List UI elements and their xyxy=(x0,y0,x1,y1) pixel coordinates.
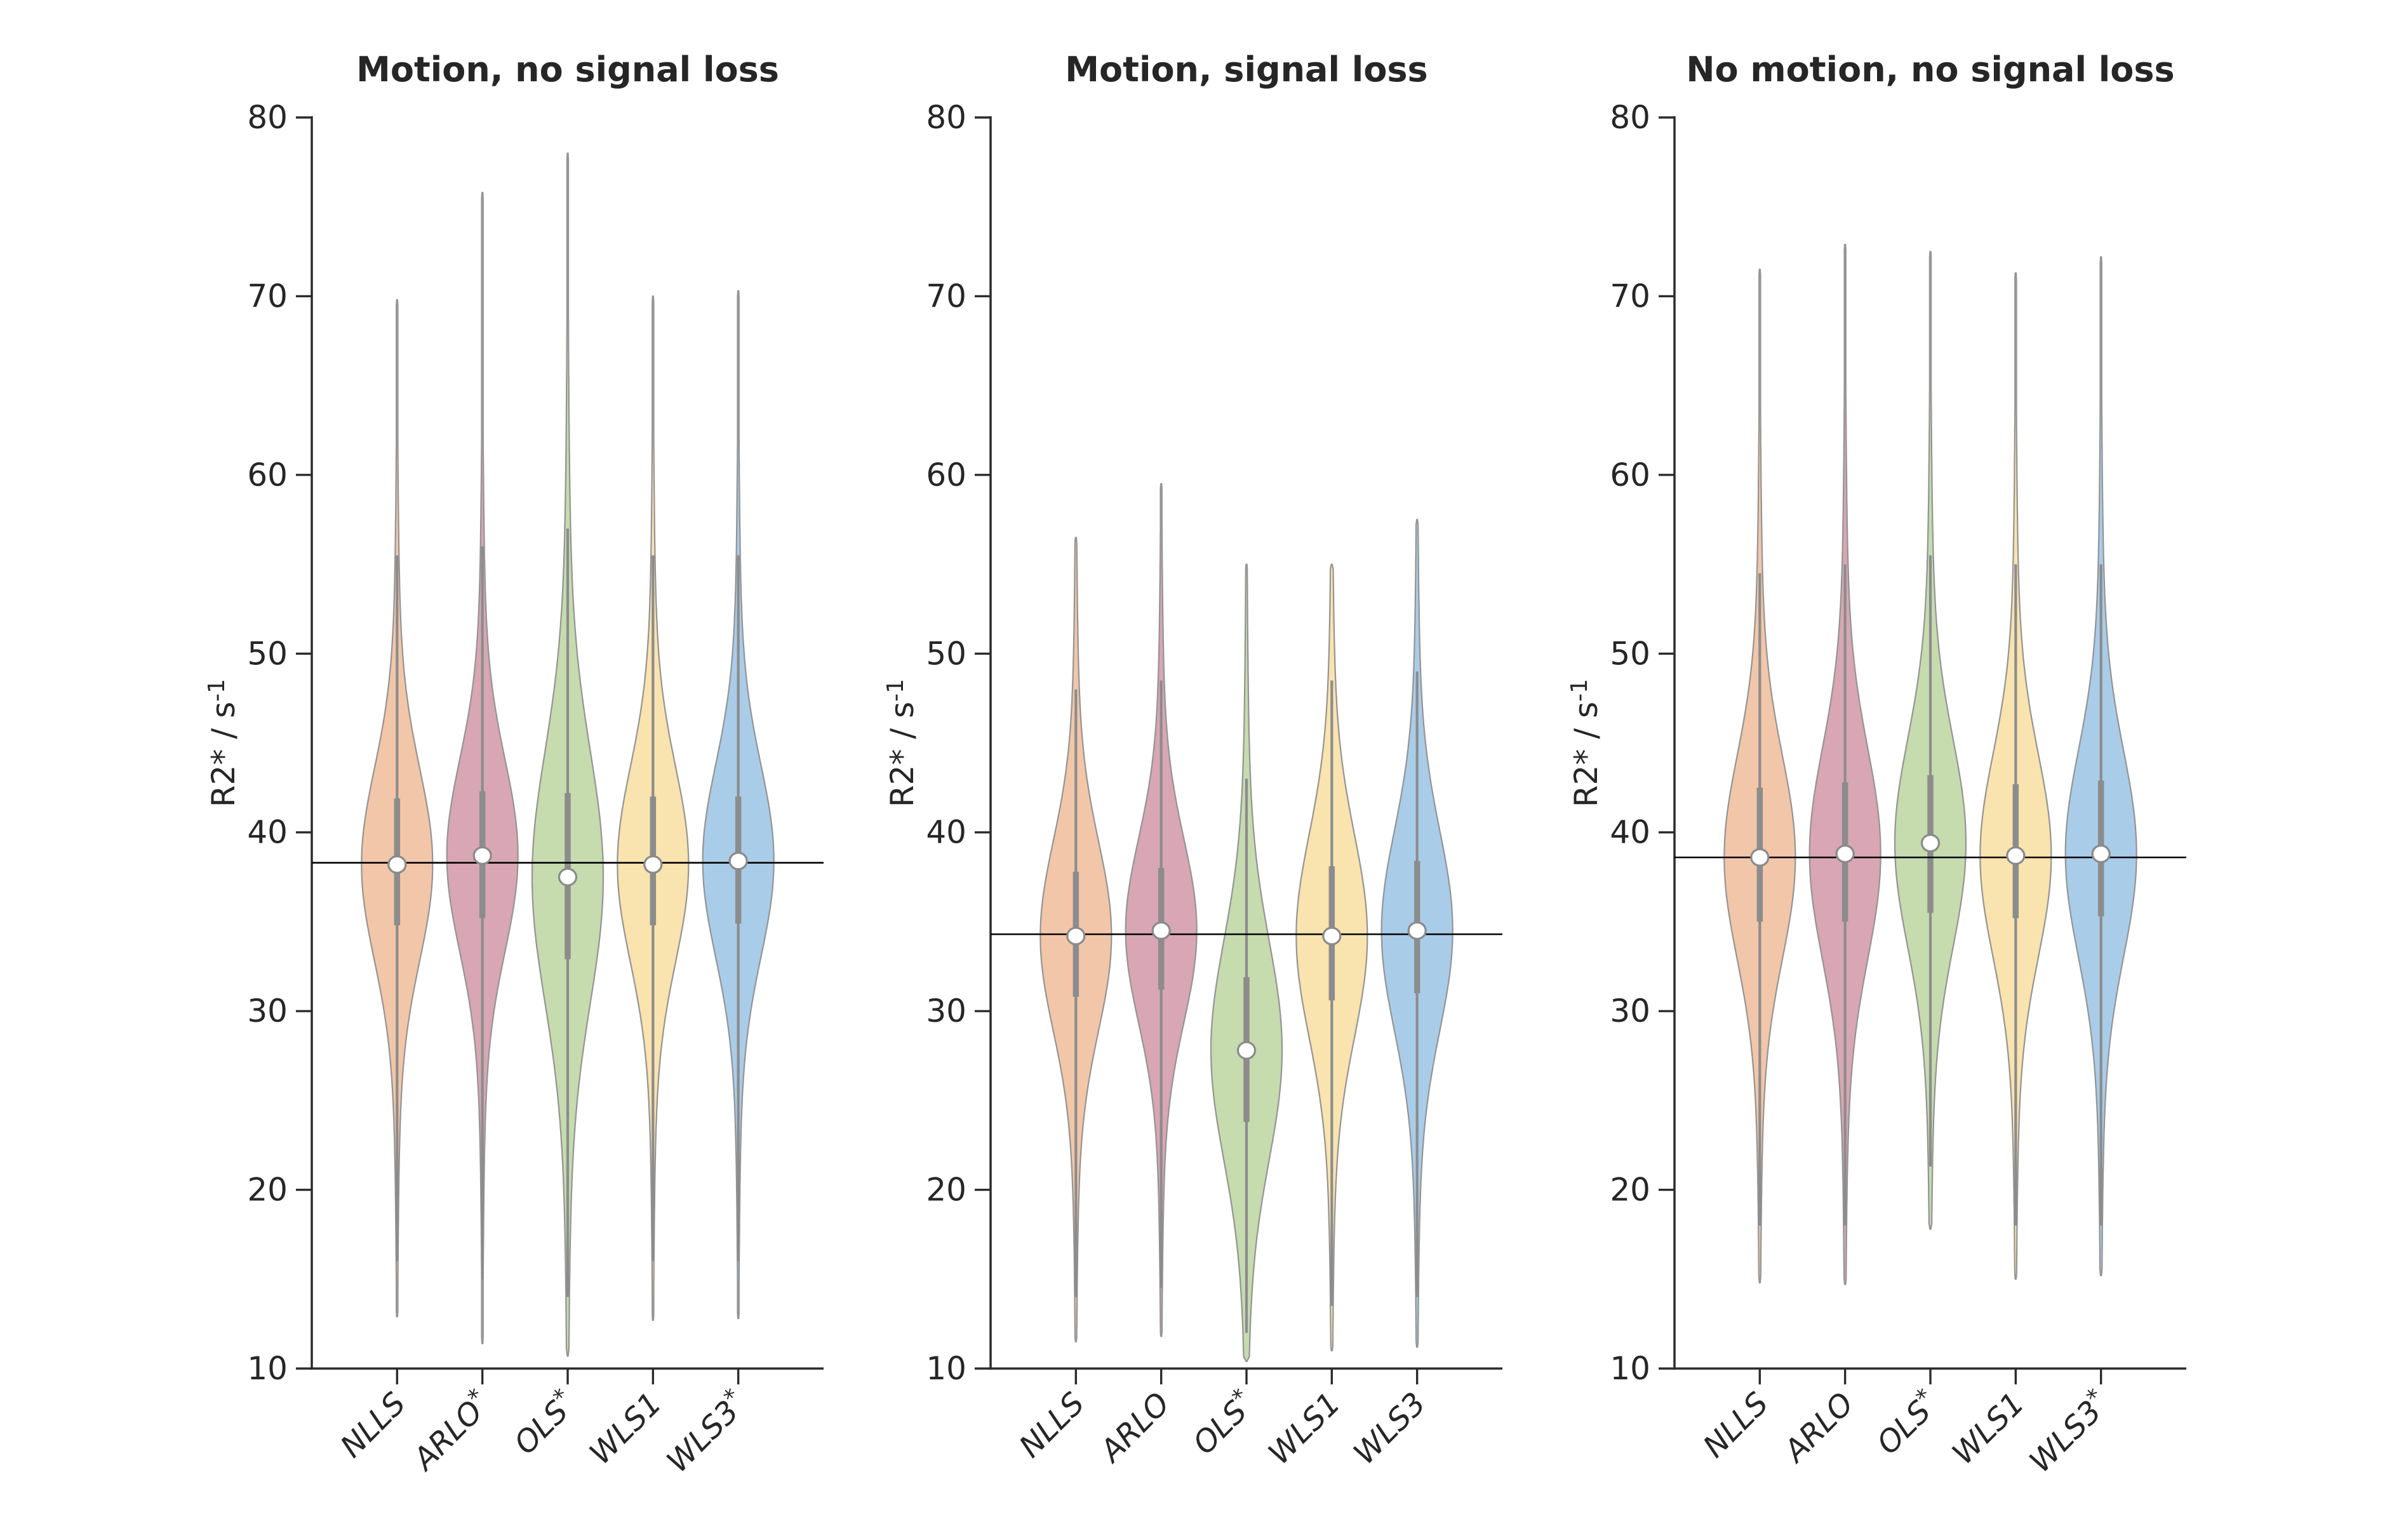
y-tick-label: 70 xyxy=(926,278,966,314)
y-tick-label: 80 xyxy=(247,99,288,136)
median-dot-wls1 xyxy=(2006,846,2026,865)
x-tick-label-ols: OLS* xyxy=(1184,1384,1262,1461)
y-tick-label: 70 xyxy=(247,278,288,314)
y-tick-label: 50 xyxy=(926,635,966,672)
x-tick-label-wls1: WLS1 xyxy=(1262,1386,1347,1471)
median-dot-ols xyxy=(1236,1041,1257,1060)
median-dot-arlo xyxy=(1835,844,1855,864)
y-axis-label: R2* / s-1 xyxy=(204,679,242,807)
x-tick-label-wls3: WLS3* xyxy=(2021,1384,2116,1480)
y-tick-label: 60 xyxy=(1610,457,1650,493)
median-dot-nlls xyxy=(387,855,407,874)
median-dot-nlls xyxy=(1066,927,1086,946)
median-dot-nlls xyxy=(1750,848,1770,867)
x-tick-label-nlls: NLLS xyxy=(333,1386,412,1464)
x-tick-label-ols: OLS* xyxy=(505,1384,583,1461)
panel-title: Motion, signal loss xyxy=(1065,50,1427,90)
x-tick-label-arlo: ARLO xyxy=(1776,1386,1861,1470)
y-axis-label: R2* / s-1 xyxy=(883,679,921,807)
y-tick-label: 40 xyxy=(926,814,966,851)
y-tick-label: 80 xyxy=(926,99,966,136)
y-axis-label: R2* / s-1 xyxy=(1567,679,1605,807)
median-dot-wls3 xyxy=(1407,921,1427,941)
x-tick-label-nlls: NLLS xyxy=(1012,1386,1091,1464)
y-tick-label: 10 xyxy=(247,1350,288,1387)
median-dot-wls3 xyxy=(728,852,748,871)
panel-title: No motion, no signal loss xyxy=(1686,50,2174,90)
x-tick-label-arlo: ARLO xyxy=(1092,1386,1177,1470)
panel-title: Motion, no signal loss xyxy=(356,50,779,90)
y-tick-label: 30 xyxy=(926,993,966,1029)
x-tick-label-arlo: ARLO* xyxy=(403,1384,498,1478)
y-tick-label: 50 xyxy=(247,635,288,672)
x-tick-label-wls3: WLS3 xyxy=(1347,1386,1433,1471)
y-tick-label: 10 xyxy=(1610,1350,1650,1387)
y-tick-label: 60 xyxy=(926,457,966,493)
median-dot-ols xyxy=(1920,833,1941,853)
y-tick-label: 30 xyxy=(1610,993,1650,1029)
median-dot-ols xyxy=(558,867,578,887)
x-tick-label-wls1: WLS1 xyxy=(1946,1386,2031,1471)
y-tick-label: 40 xyxy=(1610,814,1650,851)
y-tick-label: 10 xyxy=(926,1350,966,1387)
y-tick-label: 50 xyxy=(1610,635,1650,672)
y-tick-label: 40 xyxy=(247,814,288,851)
y-tick-label: 20 xyxy=(247,1172,288,1209)
x-tick-label-wls1: WLS1 xyxy=(583,1386,669,1471)
y-tick-label: 20 xyxy=(926,1172,966,1209)
x-tick-label-wls3: WLS3* xyxy=(658,1384,754,1480)
y-tick-label: 80 xyxy=(1610,99,1650,136)
median-dot-wls1 xyxy=(1322,927,1342,946)
median-dot-arlo xyxy=(472,846,492,865)
x-tick-label-nlls: NLLS xyxy=(1696,1386,1775,1464)
median-dot-wls1 xyxy=(643,855,663,874)
median-dot-arlo xyxy=(1151,921,1171,941)
x-tick-label-ols: OLS* xyxy=(1868,1384,1946,1461)
y-tick-label: 30 xyxy=(247,993,288,1029)
y-tick-label: 70 xyxy=(1610,278,1650,314)
y-tick-label: 60 xyxy=(247,457,288,493)
y-tick-label: 20 xyxy=(1610,1172,1650,1209)
median-dot-wls3 xyxy=(2091,844,2111,864)
